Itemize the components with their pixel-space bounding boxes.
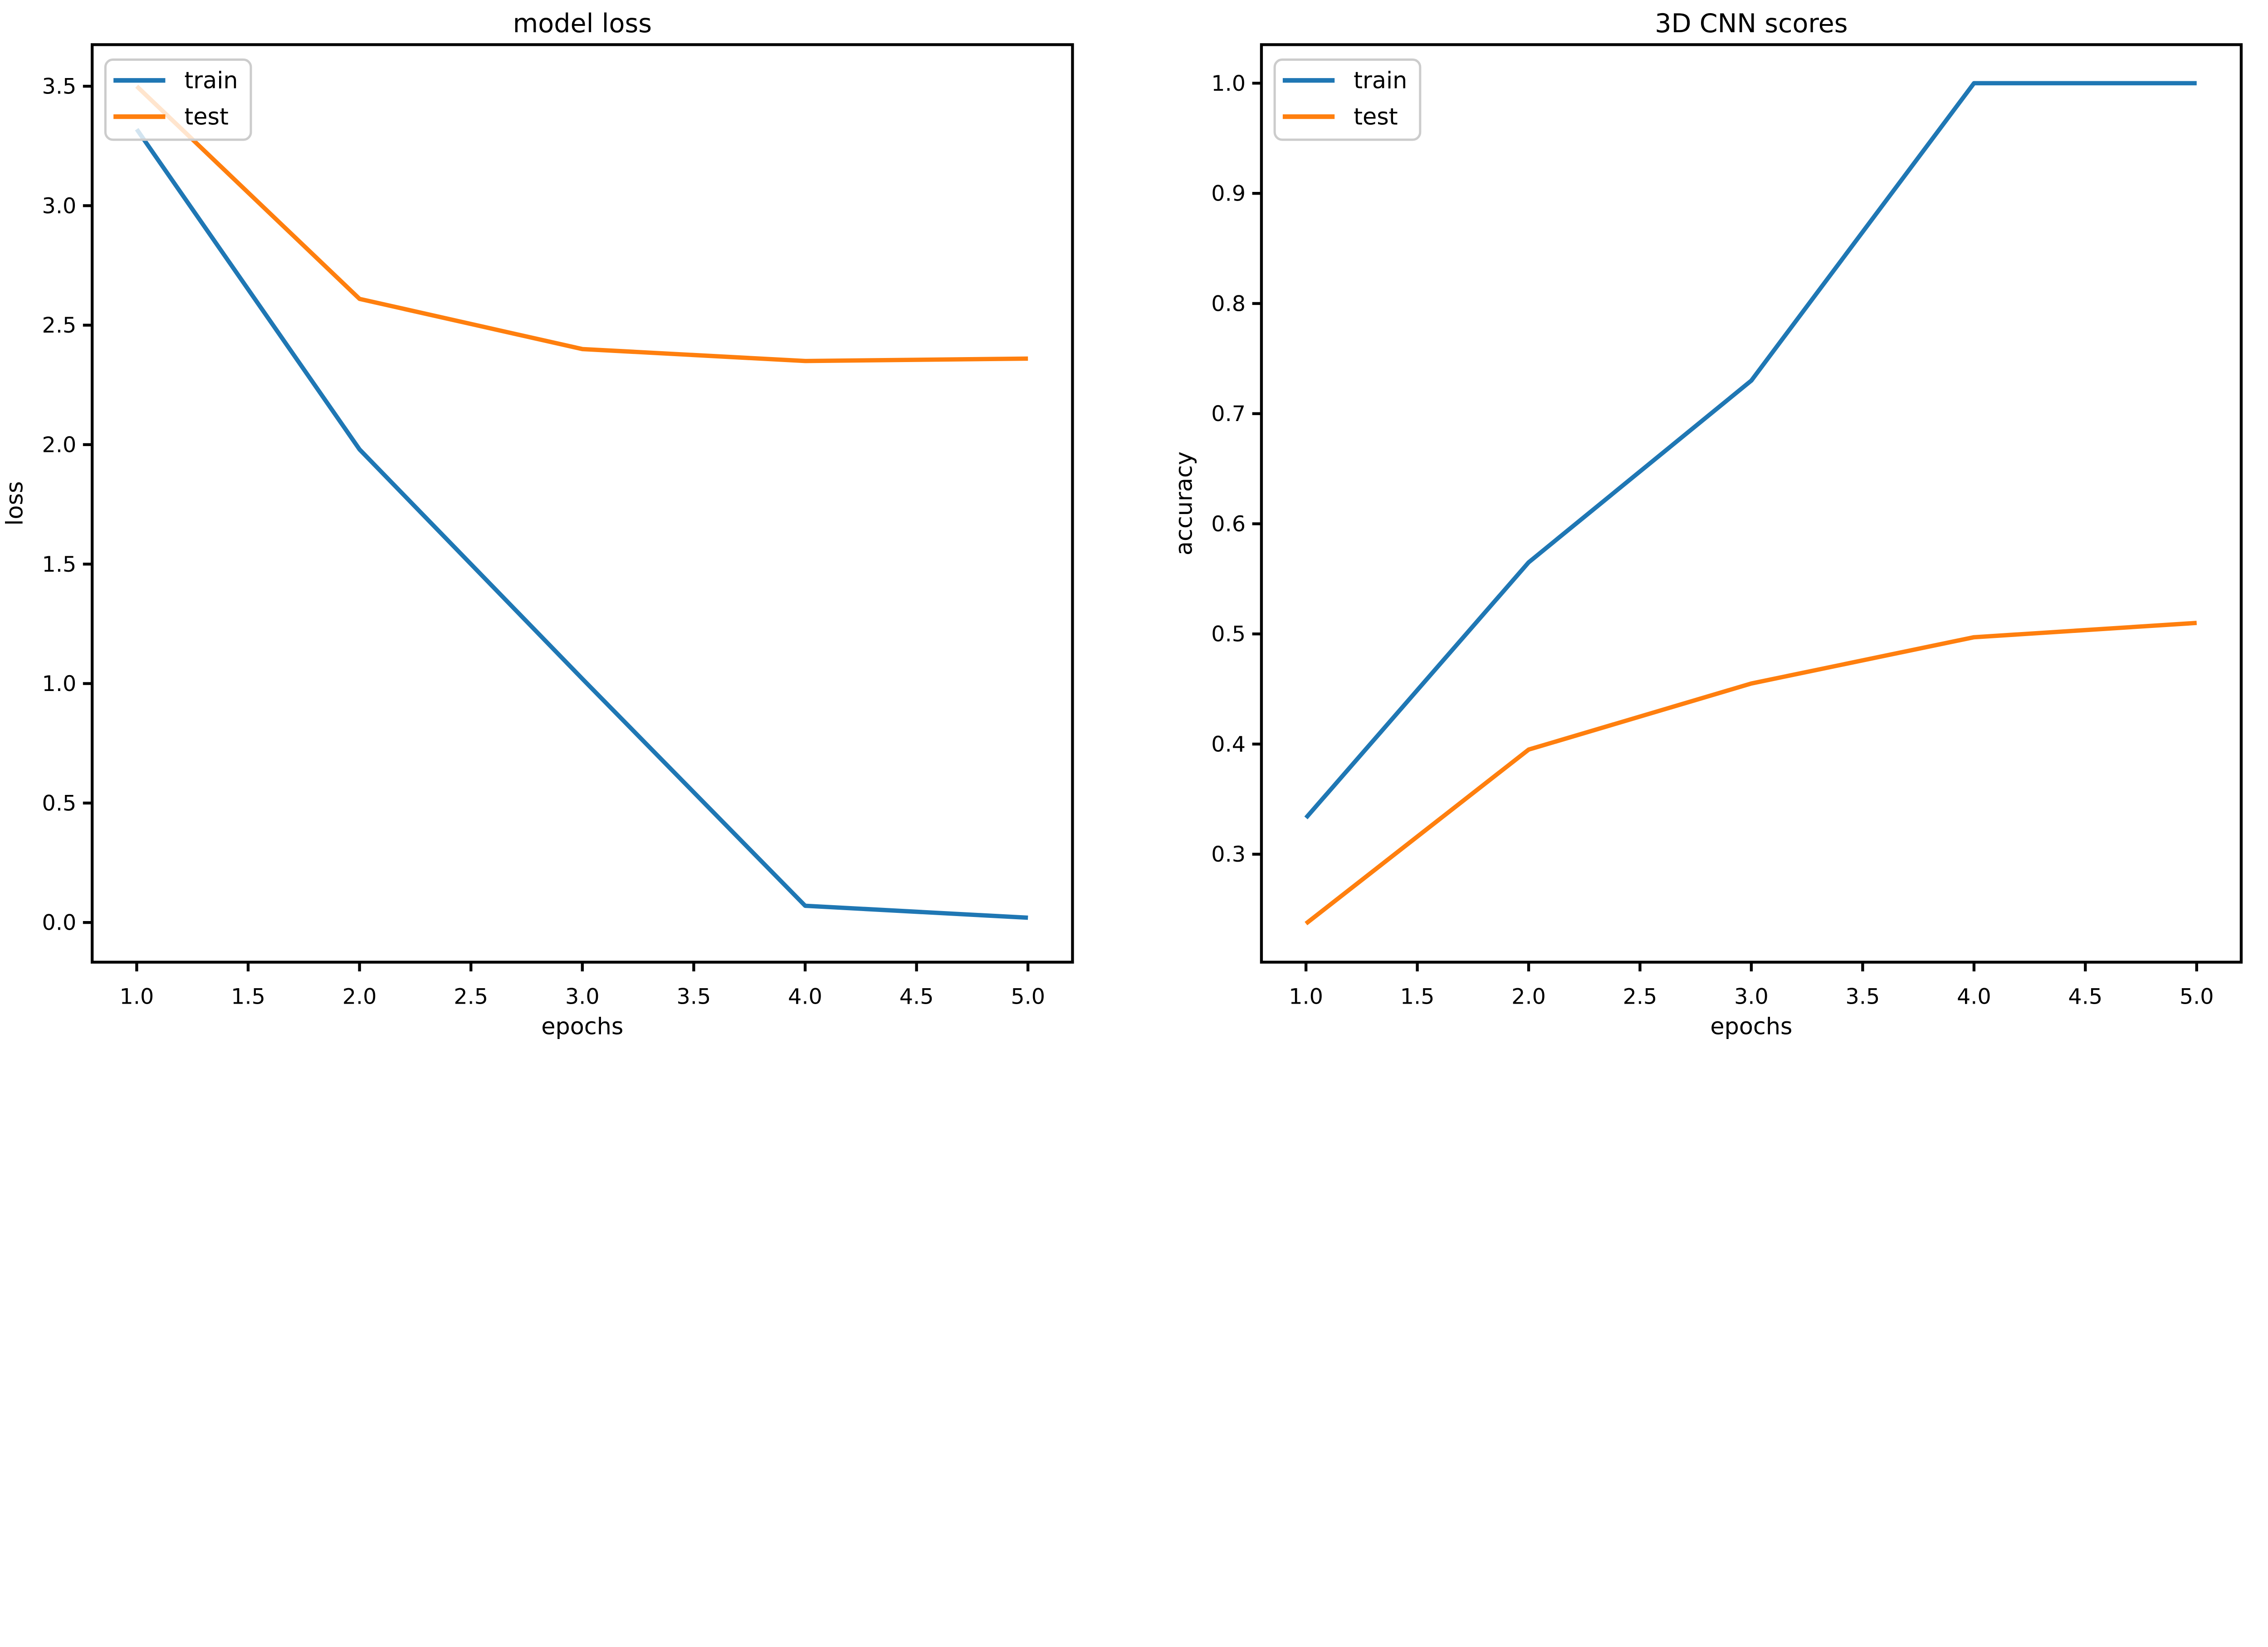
x-tick-label: 2.0 (342, 985, 377, 1010)
subplot-accuracy: 1.0 1.5 2.0 2.5 3.0 3.5 4.0 4.5 5.0 0.3 0.4 0.5 0.6 0… (1170, 9, 2243, 1039)
x-tick-label: 3.0 (565, 985, 600, 1010)
axes-frame (1260, 43, 2243, 964)
y-tick-label: 0.5 (1211, 622, 1246, 647)
series-line-test (135, 84, 1028, 363)
x-tick-label: 3.5 (1846, 985, 1880, 1010)
x-tick-label: 4.5 (2068, 985, 2102, 1010)
x-axis-label: epochs (1710, 1013, 1792, 1039)
y-tick-label: 1.0 (42, 672, 77, 696)
dual-line-chart-canvas: 1.0 1.5 2.0 2.5 3.0 3.5 4.0 4.5 5.0 0.0 0.5 1.0 1.5 2… (1, 9, 2243, 1039)
y-tick-label: 0.7 (1211, 402, 1246, 426)
y-tick-label: 0.8 (1211, 291, 1246, 316)
y-tick-label: 0.6 (1211, 512, 1246, 537)
legend-label-train: train (1354, 67, 1407, 93)
x-axis-label: epochs (541, 1013, 623, 1039)
series-line-train (135, 128, 1028, 920)
x-tick-label: 1.0 (120, 985, 154, 1010)
legend-label-test: test (184, 103, 229, 130)
y-tick-label: 1.0 (1211, 71, 1246, 96)
y-tick-label: 3.5 (42, 74, 77, 99)
y-tick-label: 2.5 (42, 313, 77, 338)
legend-label-train: train (184, 67, 238, 93)
legend: train test (104, 58, 252, 141)
y-tick-label: 2.0 (42, 432, 77, 457)
series-line-train (1304, 81, 2197, 819)
y-axis-label: accuracy (1170, 451, 1197, 555)
series-line-test (1305, 621, 2197, 926)
chart-title: model loss (513, 9, 652, 39)
x-tick-label: 1.0 (1289, 985, 1323, 1010)
x-tick-label: 3.0 (1734, 985, 1769, 1010)
x-tick-label: 2.5 (1623, 985, 1657, 1010)
y-tick-label: 1.5 (42, 552, 77, 577)
x-tick-label: 4.0 (1957, 985, 1991, 1010)
x-tick-label: 2.0 (1511, 985, 1546, 1010)
x-tick-label: 2.5 (454, 985, 488, 1010)
x-tick-label: 3.5 (677, 985, 711, 1010)
y-tick-label: 0.0 (42, 911, 77, 936)
y-tick-label: 0.5 (42, 791, 77, 816)
y-tick-label: 0.3 (1211, 842, 1246, 867)
y-tick-label: 0.9 (1211, 181, 1246, 206)
chart-title: 3D CNN scores (1655, 9, 1848, 39)
x-tick-label: 4.5 (899, 985, 934, 1010)
matplotlib-figure: 1.0 1.5 2.0 2.5 3.0 3.5 4.0 4.5 5.0 0.0 0.5 1.0 1.5 2… (1, 9, 2243, 1040)
y-axis-label: loss (1, 481, 28, 525)
x-tick-label: 1.5 (231, 985, 265, 1010)
x-tick-label: 5.0 (2180, 985, 2214, 1010)
subplot-loss: 1.0 1.5 2.0 2.5 3.0 3.5 4.0 4.5 5.0 0.0 0.5 1.0 1.5 2… (1, 9, 1074, 1039)
x-tick-label: 1.5 (1400, 985, 1435, 1010)
y-tick-label: 0.4 (1211, 732, 1246, 757)
x-tick-label: 4.0 (788, 985, 822, 1010)
x-tick-label: 5.0 (1011, 985, 1045, 1010)
legend: train test (1273, 58, 1422, 141)
y-tick-label: 3.0 (42, 194, 77, 219)
legend-label-test: test (1354, 103, 1398, 130)
